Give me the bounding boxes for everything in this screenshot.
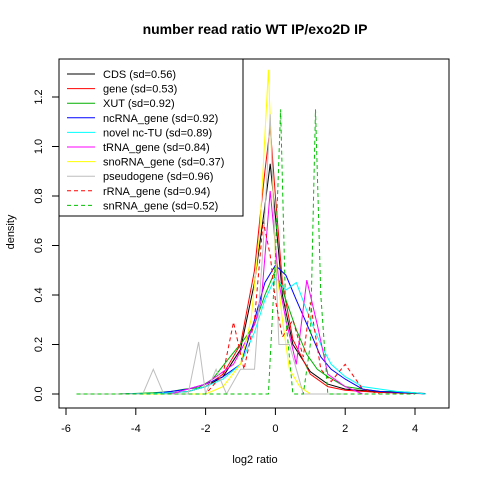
legend-entry: gene (sd=0.53) (103, 84, 177, 96)
legend-entry: tRNA_gene (sd=0.84) (103, 142, 210, 154)
x-tick-label: 4 (412, 423, 418, 435)
series-line-5 (76, 191, 363, 395)
legend-entry: rRNA_gene (sd=0.94) (103, 186, 210, 198)
y-tick-label: 0.6 (33, 238, 45, 253)
legend: CDS (sd=0.56) gene (sd=0.53) XUT (sd=0.92)… (58, 58, 244, 217)
x-tick-label: 2 (342, 423, 348, 435)
y-tick-label: 0.4 (33, 287, 45, 302)
series-line-7 (76, 114, 346, 396)
chart-title: number read ratio WT IP/exo2D IP (143, 21, 368, 37)
x-axis-label: log2 ratio (232, 454, 277, 466)
series-lines (76, 69, 426, 396)
y-tick-label: 1.0 (33, 139, 45, 154)
legend-entry: snRNA_gene (sd=0.52) (103, 200, 218, 212)
series-line-4 (76, 276, 426, 395)
y-tick-label: 1.2 (33, 89, 45, 104)
y-tick-label: 0.2 (33, 337, 45, 352)
x-tick-label: -6 (61, 423, 71, 435)
legend-entry: CDS (sd=0.56) (103, 69, 176, 81)
legend-entry: pseudogene (sd=0.96) (103, 171, 213, 183)
series-line-9 (76, 109, 415, 395)
series-line-3 (76, 264, 426, 395)
y-axis: 0.0 0.2 0.4 0.6 0.8 1.0 1.2 (33, 89, 60, 402)
y-tick-label: 0.8 (33, 188, 45, 203)
x-tick-label: 0 (272, 423, 278, 435)
y-axis-label: density (5, 214, 17, 249)
x-tick-label: -2 (201, 423, 211, 435)
y-tick-label: 0.0 (33, 386, 45, 401)
legend-entry: ncRNA_gene (sd=0.92) (103, 113, 218, 125)
legend-entry: snoRNA_gene (sd=0.37) (103, 157, 224, 169)
series-line-8 (76, 220, 381, 395)
legend-entry: novel nc-TU (sd=0.89) (103, 127, 212, 139)
legend-entry: XUT (sd=0.92) (103, 98, 175, 110)
legend-box (58, 58, 244, 217)
x-tick-label: -4 (131, 423, 141, 435)
x-axis: -6 -4 -2 0 2 4 (61, 407, 418, 435)
